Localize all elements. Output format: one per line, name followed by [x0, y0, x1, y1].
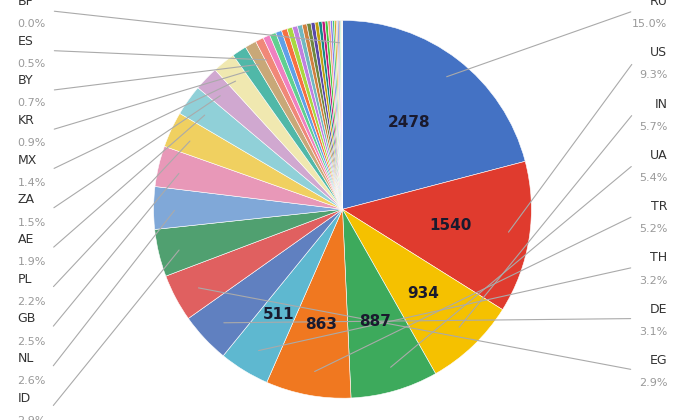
Wedge shape [338, 21, 342, 209]
Wedge shape [342, 209, 436, 398]
Text: 3.2%: 3.2% [639, 276, 667, 286]
Wedge shape [287, 27, 342, 209]
Wedge shape [311, 22, 342, 209]
Wedge shape [263, 35, 342, 209]
Wedge shape [223, 209, 342, 382]
Wedge shape [302, 24, 342, 209]
Text: BF: BF [18, 0, 34, 8]
Wedge shape [315, 22, 342, 209]
Text: 1540: 1540 [429, 218, 472, 234]
Wedge shape [341, 21, 342, 209]
Wedge shape [155, 209, 342, 276]
Wedge shape [153, 186, 342, 229]
Text: US: US [650, 46, 667, 59]
Text: 887: 887 [359, 314, 391, 329]
Text: KR: KR [18, 114, 34, 127]
Text: 0.7%: 0.7% [18, 99, 46, 108]
Text: 0.5%: 0.5% [18, 59, 46, 69]
Wedge shape [334, 21, 342, 209]
Text: 0.9%: 0.9% [18, 138, 46, 148]
Wedge shape [275, 31, 342, 209]
Text: TH: TH [650, 251, 667, 264]
Wedge shape [307, 23, 342, 209]
Wedge shape [342, 21, 525, 209]
Wedge shape [292, 26, 342, 209]
Text: 3.1%: 3.1% [639, 327, 667, 337]
Text: 863: 863 [305, 317, 337, 332]
Wedge shape [342, 161, 532, 310]
Text: 5.2%: 5.2% [639, 224, 667, 234]
Wedge shape [164, 113, 342, 209]
Text: ZA: ZA [18, 193, 34, 206]
Text: DE: DE [650, 303, 667, 316]
Text: 934: 934 [408, 286, 439, 302]
Text: UA: UA [650, 149, 667, 162]
Text: TR: TR [651, 200, 667, 213]
Wedge shape [342, 209, 503, 374]
Text: 5.7%: 5.7% [639, 122, 667, 132]
Text: 2.6%: 2.6% [18, 376, 46, 386]
Text: 15.0%: 15.0% [632, 19, 667, 29]
Text: 511: 511 [263, 307, 295, 322]
Wedge shape [256, 38, 342, 209]
Text: AE: AE [18, 233, 34, 246]
Wedge shape [188, 209, 342, 356]
Wedge shape [166, 209, 342, 318]
Text: NL: NL [18, 352, 34, 365]
Wedge shape [340, 21, 342, 209]
Text: IN: IN [654, 97, 667, 110]
Wedge shape [319, 21, 342, 209]
Text: 2.5%: 2.5% [18, 336, 46, 346]
Text: GB: GB [18, 312, 36, 326]
Text: 1.9%: 1.9% [18, 257, 46, 267]
Wedge shape [328, 21, 342, 209]
Wedge shape [179, 88, 342, 209]
Wedge shape [155, 146, 342, 209]
Text: 0.0%: 0.0% [18, 19, 46, 29]
Text: 1.4%: 1.4% [18, 178, 46, 188]
Wedge shape [336, 21, 342, 209]
Wedge shape [270, 33, 342, 209]
Wedge shape [339, 21, 342, 209]
Wedge shape [233, 47, 342, 209]
Wedge shape [215, 55, 342, 209]
Text: 2.2%: 2.2% [18, 297, 46, 307]
Text: 2478: 2478 [388, 115, 431, 130]
Wedge shape [198, 70, 342, 209]
Wedge shape [325, 21, 342, 209]
Text: 2.9%: 2.9% [18, 416, 46, 420]
Text: 5.4%: 5.4% [639, 173, 667, 183]
Wedge shape [245, 42, 342, 209]
Wedge shape [322, 21, 342, 209]
Text: 9.3%: 9.3% [639, 71, 667, 80]
Text: ID: ID [18, 392, 31, 405]
Wedge shape [330, 21, 342, 209]
Wedge shape [266, 209, 351, 398]
Text: 1.5%: 1.5% [18, 218, 46, 228]
Wedge shape [332, 21, 342, 209]
Text: ES: ES [18, 35, 34, 47]
Wedge shape [282, 29, 342, 209]
Wedge shape [297, 25, 342, 209]
Text: BY: BY [18, 74, 33, 87]
Text: RU: RU [649, 0, 667, 8]
Text: MX: MX [18, 154, 37, 167]
Text: 2.9%: 2.9% [639, 378, 667, 388]
Text: EG: EG [650, 354, 667, 367]
Text: PL: PL [18, 273, 32, 286]
